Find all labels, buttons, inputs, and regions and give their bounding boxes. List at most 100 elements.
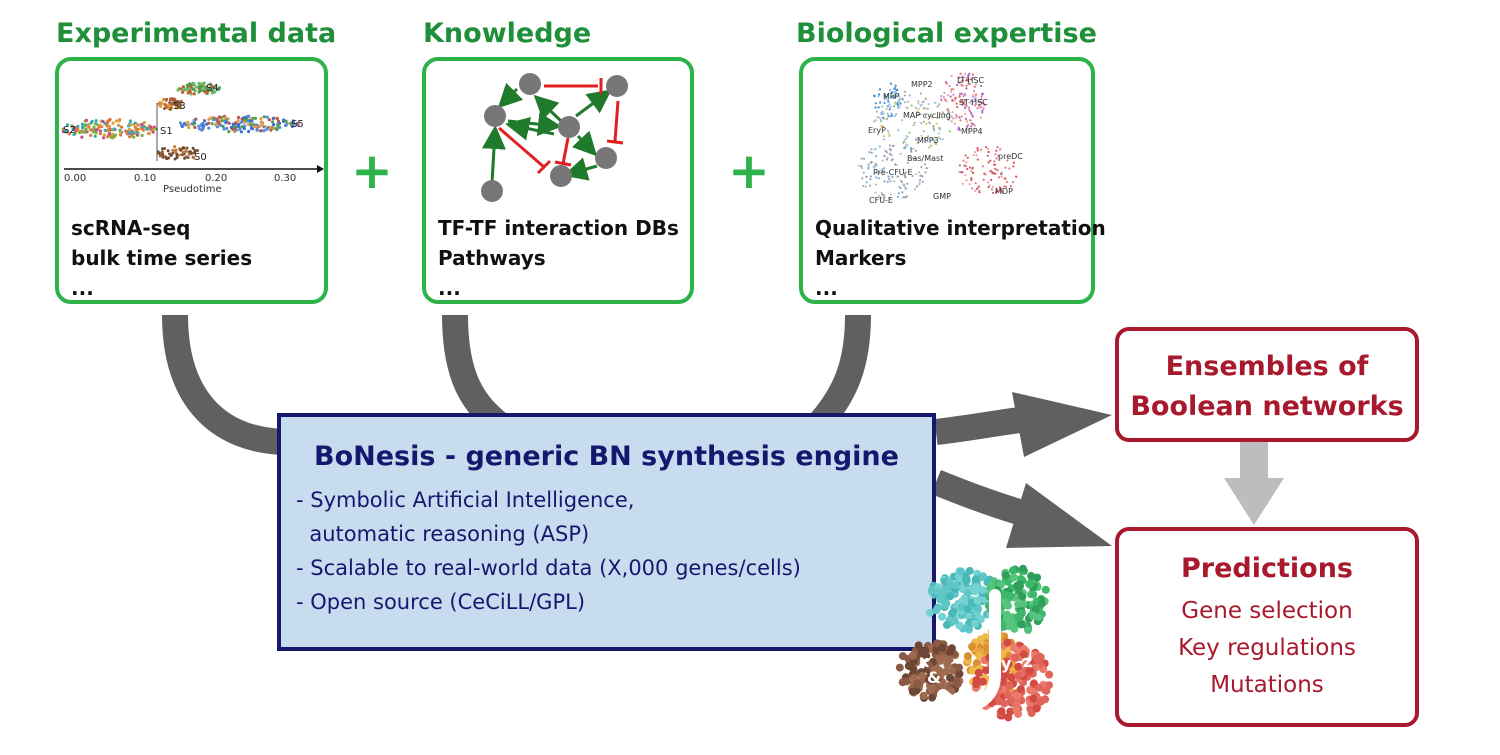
cell-dot [914, 149, 918, 152]
cell-dot [891, 175, 894, 178]
cell-dot [959, 119, 962, 122]
cell-dot [970, 122, 973, 125]
cell-dot [142, 125, 146, 129]
cell-dot [83, 128, 88, 132]
cell-dot [986, 148, 990, 151]
state-label-s4: S4 [206, 83, 219, 94]
logo-dot [1002, 657, 1011, 666]
cell-dot [869, 175, 872, 178]
cell-dot [865, 175, 868, 178]
cell-dot [972, 171, 975, 175]
cell-dot [206, 87, 210, 91]
cell-dot [963, 93, 966, 96]
x-tick-1: 0.10 [134, 173, 156, 184]
cell-dot [188, 90, 192, 94]
cell-dot [125, 130, 129, 134]
cell-dot [935, 116, 938, 119]
cell-dot [879, 101, 882, 104]
cell-dot [76, 124, 80, 128]
logo-dot [909, 674, 918, 683]
logo-dot [938, 612, 947, 621]
logo-dot [1007, 673, 1016, 682]
logo-dot [1034, 683, 1043, 692]
cell-dot [994, 191, 998, 194]
cell-dot [980, 105, 983, 108]
cell-dot [915, 137, 918, 140]
cell-dot [882, 138, 885, 141]
logo-dot [1022, 660, 1031, 669]
cell-dot [117, 119, 121, 123]
cell-dot [965, 120, 969, 123]
cell-dot [1001, 190, 1004, 194]
cell-dot [873, 166, 876, 169]
cell-dot [994, 172, 997, 175]
umap-label-cfu-e: CFU-E [869, 196, 893, 205]
cell-dot [878, 177, 881, 180]
cell-dot [888, 144, 891, 147]
cell-dot [919, 122, 923, 125]
cell-dot [904, 176, 907, 179]
cell-dot [276, 119, 281, 123]
arrow-expertise-to-engine [808, 314, 871, 434]
cell-dot [161, 153, 165, 156]
cell-dot [247, 129, 251, 134]
cell-dot [999, 148, 1002, 151]
plus-sign-2: + [728, 142, 770, 200]
cell-dot [162, 107, 166, 111]
cell-dot [897, 93, 900, 96]
cell-dot [917, 107, 920, 111]
cell-dot [971, 73, 974, 76]
cell-dot [103, 121, 107, 125]
cell-dot [912, 147, 915, 150]
cell-dot [949, 95, 952, 98]
cell-dot [197, 85, 201, 89]
cell-dot [175, 106, 178, 110]
cell-dot [963, 164, 966, 167]
biological-expertise-list: Qualitative interpretation Markers ... [815, 213, 1106, 303]
cell-dot [194, 85, 198, 89]
cell-dot [953, 99, 956, 102]
cell-dot [1000, 173, 1003, 176]
cell-dot [917, 102, 920, 105]
cell-dot [979, 116, 982, 119]
cell-dot [919, 174, 922, 177]
cell-dot [954, 96, 957, 99]
cell-dot [932, 124, 935, 128]
cell-dot [973, 85, 976, 88]
cell-dot [259, 120, 263, 124]
cell-dot [894, 163, 897, 166]
cell-dot [1003, 185, 1006, 188]
logo-dot [968, 666, 977, 675]
logo-dot [960, 594, 969, 603]
cell-dot [868, 151, 871, 154]
cell-dot [128, 119, 132, 123]
cell-dot [931, 138, 935, 141]
cell-dot [107, 127, 111, 131]
cell-dot [269, 128, 273, 132]
cell-dot [73, 125, 77, 130]
cell-dot [291, 123, 295, 127]
expertise-line-3: ... [815, 276, 838, 300]
cell-dot [192, 92, 196, 96]
logo-dot [1041, 585, 1050, 594]
cell-dot [958, 76, 961, 79]
cell-dot [914, 106, 917, 109]
cell-dot [128, 135, 132, 139]
edge-inhibition [613, 100, 620, 142]
cell-dot [966, 156, 969, 159]
cell-dot [956, 106, 959, 109]
logo-glyph-y: y [1001, 654, 1012, 673]
logo-dot [926, 608, 934, 617]
cell-dot [972, 123, 975, 126]
cell-dot [895, 112, 898, 116]
cell-dot [90, 119, 94, 123]
cell-dot [970, 113, 973, 116]
cell-dot [149, 128, 153, 132]
cell-dot [966, 79, 970, 82]
ensembles-box: Ensembles of Boolean networks [1115, 327, 1419, 442]
cell-dot [242, 120, 246, 124]
cell-dot [943, 113, 946, 116]
cell-dot [894, 94, 897, 97]
cell-dot [918, 183, 921, 186]
cell-dot [945, 82, 948, 85]
